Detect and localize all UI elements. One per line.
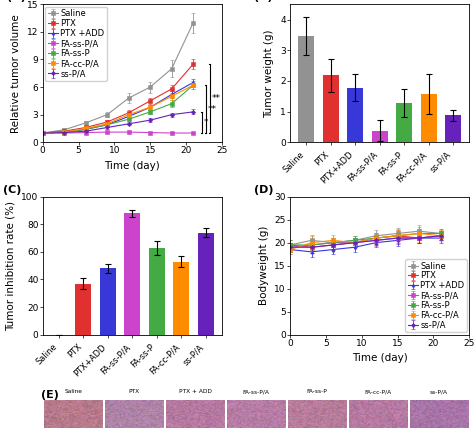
Bar — [166, 400, 224, 428]
Bar — [298, 35, 314, 142]
Text: (C): (C) — [3, 184, 22, 194]
Bar — [44, 400, 102, 428]
Bar — [323, 76, 338, 142]
Y-axis label: Tumor inhibition rate (%): Tumor inhibition rate (%) — [6, 200, 16, 330]
Bar — [288, 400, 346, 428]
Bar — [124, 213, 140, 334]
Bar — [227, 400, 285, 428]
Bar — [372, 130, 388, 142]
Bar — [198, 232, 214, 334]
Bar — [347, 88, 363, 142]
Text: Saline: Saline — [64, 389, 82, 394]
Y-axis label: Bodyweight (g): Bodyweight (g) — [259, 226, 269, 305]
Text: **: ** — [212, 94, 221, 103]
X-axis label: Time (day): Time (day) — [352, 353, 408, 363]
Bar — [445, 115, 461, 142]
Text: (E): (E) — [40, 390, 58, 400]
Bar — [396, 103, 412, 142]
Text: FA-ss-P: FA-ss-P — [307, 389, 328, 394]
Bar — [100, 268, 116, 334]
Text: (D): (D) — [254, 184, 273, 194]
Text: *: * — [203, 118, 208, 127]
Bar — [173, 261, 189, 334]
Text: (A): (A) — [7, 0, 26, 2]
Text: (B): (B) — [254, 0, 273, 2]
Text: ss-P/A: ss-P/A — [430, 389, 448, 394]
Text: PTX + ADD: PTX + ADD — [179, 389, 211, 394]
Text: PTX: PTX — [128, 389, 140, 394]
Bar — [149, 248, 165, 334]
Text: FA-cc-P/A: FA-cc-P/A — [365, 389, 392, 394]
Y-axis label: Relative tumor volume: Relative tumor volume — [11, 14, 21, 133]
X-axis label: Time (day): Time (day) — [104, 161, 160, 171]
Legend: Saline, PTX, PTX +ADD, FA-ss-P/A, FA-ss-P, FA-cc-P/A, ss-P/A: Saline, PTX, PTX +ADD, FA-ss-P/A, FA-ss-… — [45, 7, 107, 81]
Bar — [349, 400, 407, 428]
Bar — [75, 283, 91, 334]
Bar — [410, 400, 468, 428]
Bar — [105, 400, 163, 428]
Legend: Saline, PTX, PTX +ADD, FA-ss-P/A, FA-ss-P, FA-cc-P/A, ss-P/A: Saline, PTX, PTX +ADD, FA-ss-P/A, FA-ss-… — [405, 259, 467, 332]
Y-axis label: Tumor weight (g): Tumor weight (g) — [264, 29, 274, 118]
Text: FA-ss-P/A: FA-ss-P/A — [243, 389, 269, 394]
Text: **: ** — [208, 105, 217, 114]
Bar — [421, 94, 437, 142]
